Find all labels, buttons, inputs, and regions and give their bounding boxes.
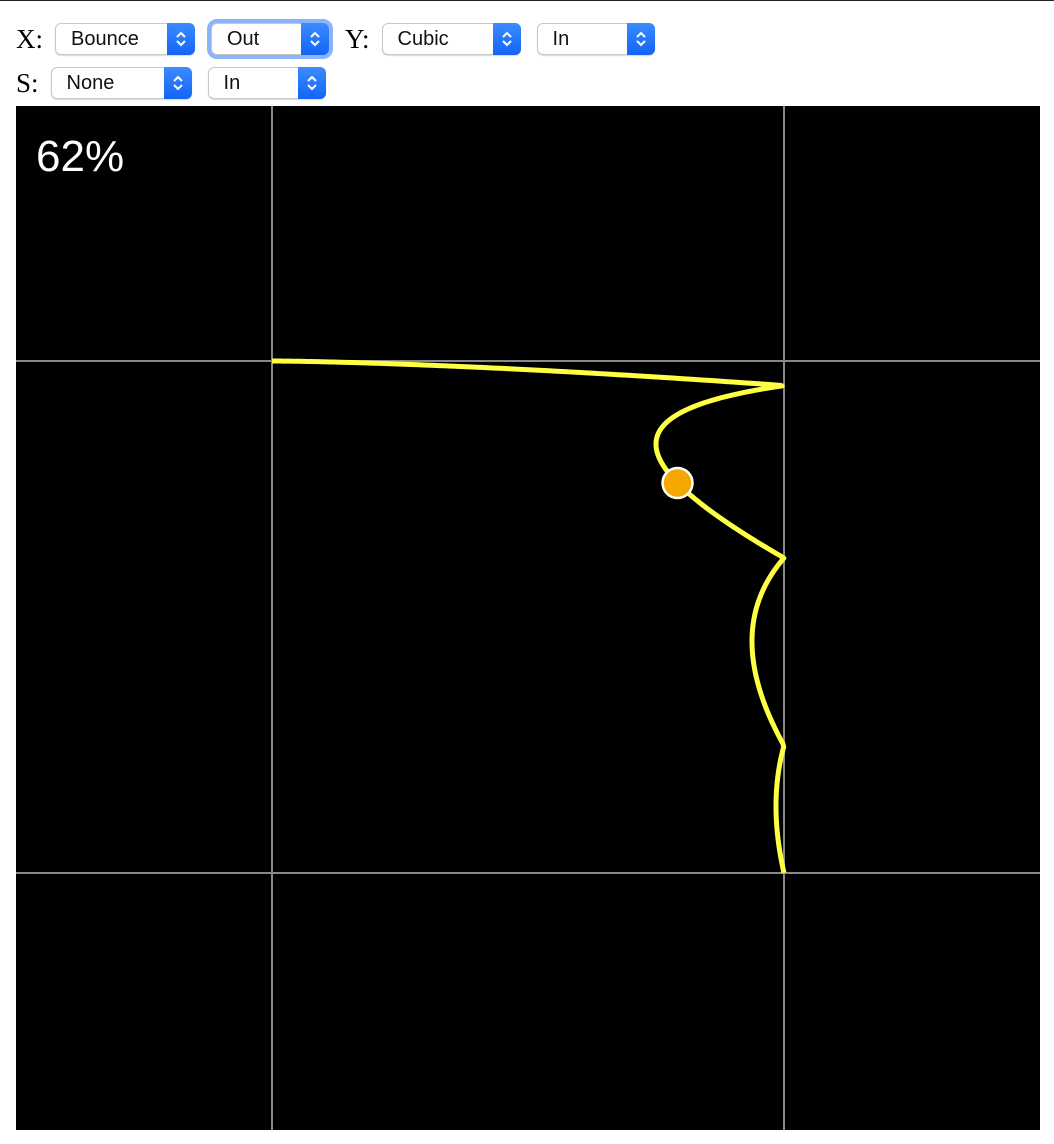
y-mode-value: In: [552, 27, 570, 50]
x-controls: X: Bounce Out Y: Cubic In: [16, 19, 671, 59]
select-arrows-icon: [301, 23, 329, 55]
y-mode-select[interactable]: In: [536, 23, 655, 55]
x-label: X:: [16, 23, 43, 54]
s-mode-select[interactable]: In: [207, 67, 326, 99]
x-mode-value: Out: [227, 27, 260, 50]
select-arrows-icon: [163, 67, 192, 99]
s-mode-value: In: [223, 71, 241, 94]
y-label: Y:: [345, 23, 370, 54]
select-arrows-icon: [626, 23, 655, 55]
progress-label: 62%: [36, 132, 125, 181]
s-label: S:: [16, 67, 39, 98]
select-arrows-icon: [167, 23, 195, 55]
x-easing-value: Bounce: [71, 27, 139, 50]
s-easing-value: None: [66, 71, 115, 94]
x-mode-select[interactable]: Out: [207, 19, 333, 59]
easing-plot: [16, 106, 1040, 1130]
s-easing-select[interactable]: None: [50, 67, 192, 99]
easing-canvas: 62%: [16, 106, 1040, 1130]
easing-curve: [269, 358, 787, 874]
select-arrows-icon: [492, 23, 521, 55]
y-easing-select[interactable]: Cubic: [381, 23, 521, 55]
y-easing-value: Cubic: [397, 27, 449, 50]
s-controls: S: None In: [16, 67, 342, 99]
select-arrows-icon: [297, 67, 326, 99]
progress-dot: [661, 466, 694, 500]
x-easing-select[interactable]: Bounce: [55, 23, 195, 55]
